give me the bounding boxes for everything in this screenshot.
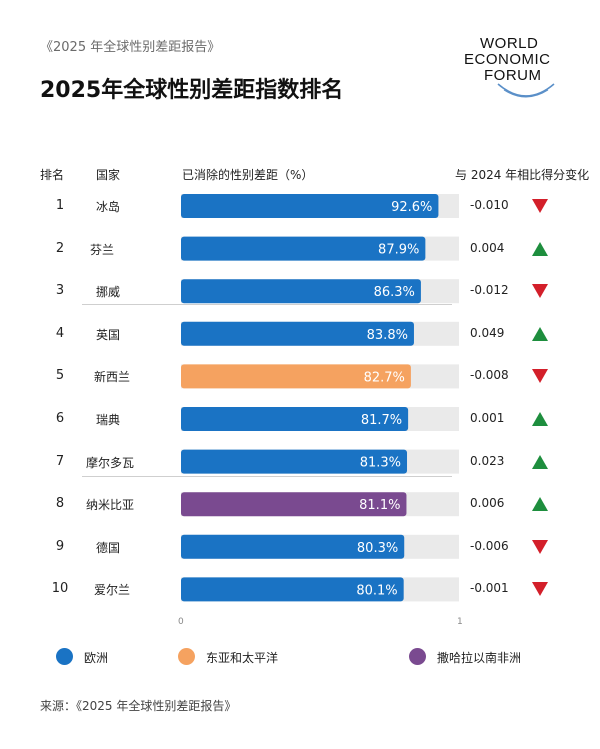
change-value: -0.010 [470, 198, 509, 212]
rank-label: 2 [55, 240, 65, 256]
bar-value-label: 80.1% [356, 583, 397, 598]
triangle-down-icon [532, 539, 548, 554]
bar-value-label: 80.3% [357, 541, 398, 556]
logo-text-line-2: ECONOMIC [464, 51, 551, 68]
divider-top3 [82, 304, 452, 305]
rank-label: 10 [51, 581, 69, 597]
column-header-rank: 排名 [40, 168, 65, 182]
change-value: -0.012 [470, 283, 509, 298]
rank-label: 5 [55, 368, 65, 384]
country-label: 摩尔多瓦 [86, 455, 135, 470]
change-value: 0.004 [470, 240, 505, 255]
triangle-down-icon [532, 199, 548, 213]
triangle-up-icon [532, 497, 548, 512]
change-value: 0.049 [470, 325, 505, 340]
rank-label: 3 [55, 283, 65, 299]
bar-value-label: 92.6% [391, 200, 432, 215]
change-value: 0.001 [470, 411, 505, 425]
source-note: 来源：《2025 年全球性别差距报告》 [40, 699, 237, 713]
change-value: 0.023 [470, 453, 505, 468]
country-label: 纳米比亚 [86, 498, 135, 513]
rank-label: 7 [55, 453, 65, 469]
country-label: 爱尔兰 [94, 583, 131, 598]
bar-value-label: 82.7% [364, 370, 405, 385]
rank-label: 9 [55, 538, 65, 554]
bar [181, 534, 405, 559]
bar-value-label: 81.3% [360, 456, 401, 471]
bar-value-label: 81.7% [361, 413, 402, 428]
column-header-country: 国家 [96, 168, 121, 182]
country-label: 冰岛 [96, 200, 121, 214]
bar [181, 364, 411, 389]
country-label: 挪威 [96, 285, 121, 300]
triangle-up-icon [532, 326, 548, 341]
rank-label: 6 [55, 411, 65, 426]
column-header-change: 与 2024 年相比得分变化 [455, 168, 590, 182]
wef-logo: WORLD ECONOMIC FORUM [464, 30, 578, 100]
country-label: 英国 [96, 327, 121, 342]
chart-title: 2025年全球性别差距指数排名 [40, 78, 344, 103]
bar [181, 321, 414, 346]
bar-value-label: 87.9% [378, 243, 419, 258]
legend-swatch-sub-saharan-africa [409, 648, 426, 665]
country-label: 瑞典 [96, 413, 121, 427]
tick-label-1: 1 [457, 617, 463, 627]
tick-label-0: 0 [178, 617, 184, 627]
legend-label-sub-saharan-africa: 撒哈拉以南非洲 [437, 651, 522, 665]
bar [181, 492, 407, 517]
change-value: -0.001 [470, 581, 509, 596]
divider-top7 [82, 476, 452, 477]
change-value: -0.006 [470, 538, 509, 553]
bar [181, 449, 408, 474]
report-subtitle: 《2025 年全球性别差距报告》 [40, 40, 221, 55]
legend-label-east-asia-pacific: 东亚和太平洋 [206, 651, 279, 665]
triangle-down-icon [532, 369, 548, 384]
triangle-up-icon [532, 412, 548, 426]
bar [181, 236, 426, 261]
legend-swatch-east-asia-pacific [178, 648, 195, 665]
country-label: 德国 [96, 540, 121, 555]
change-value: -0.008 [470, 368, 509, 383]
bar [181, 194, 439, 218]
change-value: 0.006 [470, 496, 505, 511]
triangle-down-icon [532, 284, 548, 299]
rank-label: 4 [55, 325, 65, 341]
legend-swatch-europe [56, 648, 73, 665]
bar [181, 577, 404, 602]
column-header-bar: 已消除的性别差距（%） [182, 168, 314, 182]
bar-value-label: 86.3% [374, 285, 415, 300]
country-label: 新西兰 [94, 370, 131, 385]
rank-label: 8 [55, 496, 65, 512]
logo-arc-icon [497, 83, 555, 98]
triangle-up-icon [532, 454, 548, 469]
legend-label-europe: 欧洲 [84, 651, 109, 665]
logo-text-line-3: FORUM [484, 67, 542, 84]
bar-value-label: 81.1% [359, 498, 400, 513]
bar [181, 407, 409, 431]
rank-label: 1 [55, 198, 65, 213]
triangle-up-icon [532, 241, 548, 256]
triangle-down-icon [532, 582, 548, 597]
country-label: 芬兰 [90, 242, 115, 257]
bar-value-label: 83.8% [367, 328, 408, 343]
logo-text-line-1: WORLD [480, 35, 539, 52]
bar [181, 279, 421, 304]
